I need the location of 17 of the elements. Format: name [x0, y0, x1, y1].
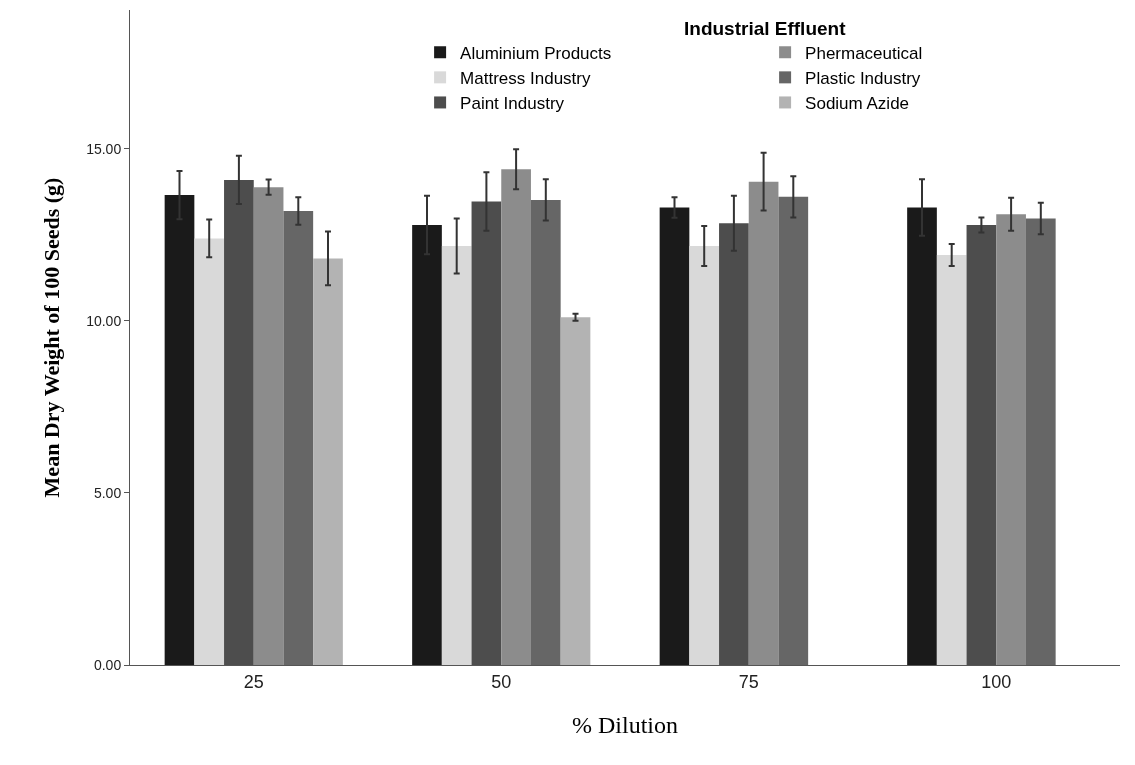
- x-axis-title: % Dilution: [572, 711, 678, 738]
- y-tick-label: 10.00: [86, 312, 122, 329]
- legend-label: Aluminium Products: [460, 43, 612, 63]
- legend-title: Industrial Effluent: [684, 17, 847, 39]
- x-tick-label: 100: [981, 671, 1012, 692]
- legend-label: Paint Industry: [460, 94, 565, 114]
- x-tick-label: 75: [738, 671, 759, 692]
- y-tick-label: 15.00: [86, 140, 122, 157]
- y-tick-label: 5.00: [93, 484, 122, 501]
- legend-label: Plastic Industry: [805, 68, 921, 88]
- x-tick-label: 25: [243, 671, 264, 692]
- legend-label: Phermaceutical: [805, 43, 923, 63]
- x-tick-label: 50: [491, 671, 512, 692]
- y-axis-title: Mean Dry Weight of 100 Seeds (g): [38, 177, 64, 498]
- y-tick-label: 0.00: [93, 656, 122, 673]
- legend-label: Sodium Azide: [805, 94, 910, 114]
- legend-label: Mattress Industry: [460, 68, 591, 88]
